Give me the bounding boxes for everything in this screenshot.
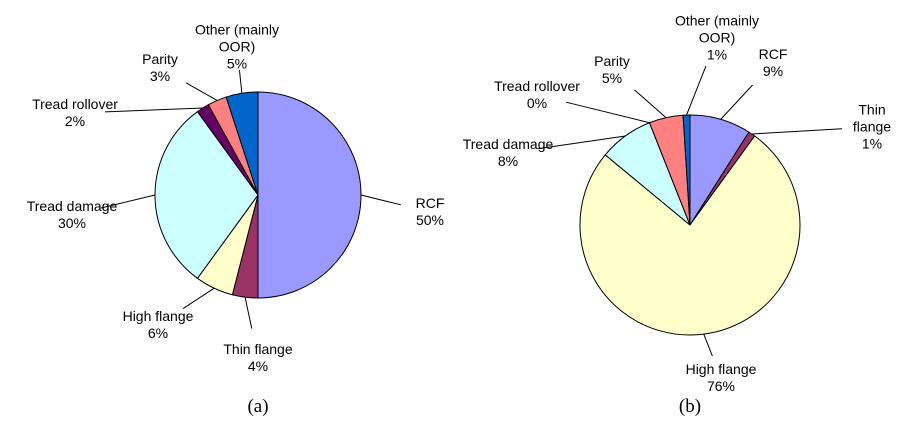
value-label: 8%: [497, 153, 519, 169]
value-label: 4%: [247, 358, 269, 374]
slice-label: Parity 3%: [142, 51, 178, 85]
category-label: Other (mainly OOR): [194, 21, 280, 55]
slice-label: Other (mainly OOR) 1%: [662, 13, 772, 64]
value-label: 9%: [762, 63, 784, 79]
slice-label: Tread damage 8%: [463, 136, 554, 170]
slice-label: RCF 9%: [759, 46, 788, 80]
value-label: 5%: [226, 55, 248, 72]
value-label: 50%: [415, 212, 445, 228]
leader-line: [686, 65, 707, 116]
category-label: High flange: [685, 361, 757, 377]
category-label: Other (mainly OOR): [674, 12, 760, 46]
leader-line: [182, 287, 215, 309]
leader-line: [566, 101, 650, 124]
leader-line: [360, 194, 401, 206]
leader-line: [537, 135, 626, 150]
leader-line: [238, 70, 243, 94]
slice-label: Tread damage 30%: [27, 198, 118, 232]
value-label: 5%: [601, 70, 623, 86]
value-label: 0%: [526, 95, 548, 111]
pie-slice: [257, 91, 362, 299]
category-label: Parity: [142, 51, 178, 67]
value-label: 1%: [706, 46, 728, 63]
value-label: 1%: [861, 135, 883, 152]
caption: (b): [678, 396, 702, 417]
pie-slice: [154, 110, 259, 280]
caption: (a): [247, 396, 269, 417]
value-label: 6%: [147, 325, 169, 341]
category-label: Parity: [594, 53, 630, 69]
leader-line: [720, 84, 753, 120]
slice-label: Other (mainly OOR) 5%: [182, 22, 292, 73]
leader-line: [104, 107, 203, 113]
leader-line: [101, 194, 156, 209]
category-label: Thin flange: [223, 341, 293, 357]
slice-label: Tread rollover 2%: [32, 96, 118, 130]
category-label: RCF: [758, 46, 788, 62]
value-label: 30%: [57, 215, 87, 231]
leader-line: [244, 297, 253, 329]
slice-label: Thin flange 4%: [223, 341, 292, 375]
value-label: 2%: [64, 113, 86, 129]
category-label: Tread rollover: [494, 78, 580, 94]
category-label: Thin flange: [852, 101, 892, 135]
slice-label: Parity 5%: [594, 53, 630, 87]
slice-label: High flange 6%: [123, 308, 194, 342]
category-label: High flange: [122, 308, 194, 324]
category-label: RCF: [415, 195, 445, 211]
leader-line: [703, 333, 713, 357]
slice-label: Thin flange 1%: [850, 102, 895, 153]
value-label: 76%: [706, 378, 736, 394]
leader-line: [751, 128, 843, 135]
leader-line: [634, 89, 667, 119]
value-label: 3%: [149, 68, 171, 84]
leader-line: [185, 82, 218, 101]
category-label: Tread rollover: [32, 96, 118, 112]
slice-label: Tread rollover 0%: [494, 78, 580, 112]
category-label: Tread damage: [26, 198, 118, 214]
slice-label: RCF 50%: [416, 195, 445, 229]
pie-slice: [579, 135, 801, 336]
category-label: Tread damage: [462, 136, 554, 152]
slice-label: High flange 76%: [686, 361, 757, 395]
